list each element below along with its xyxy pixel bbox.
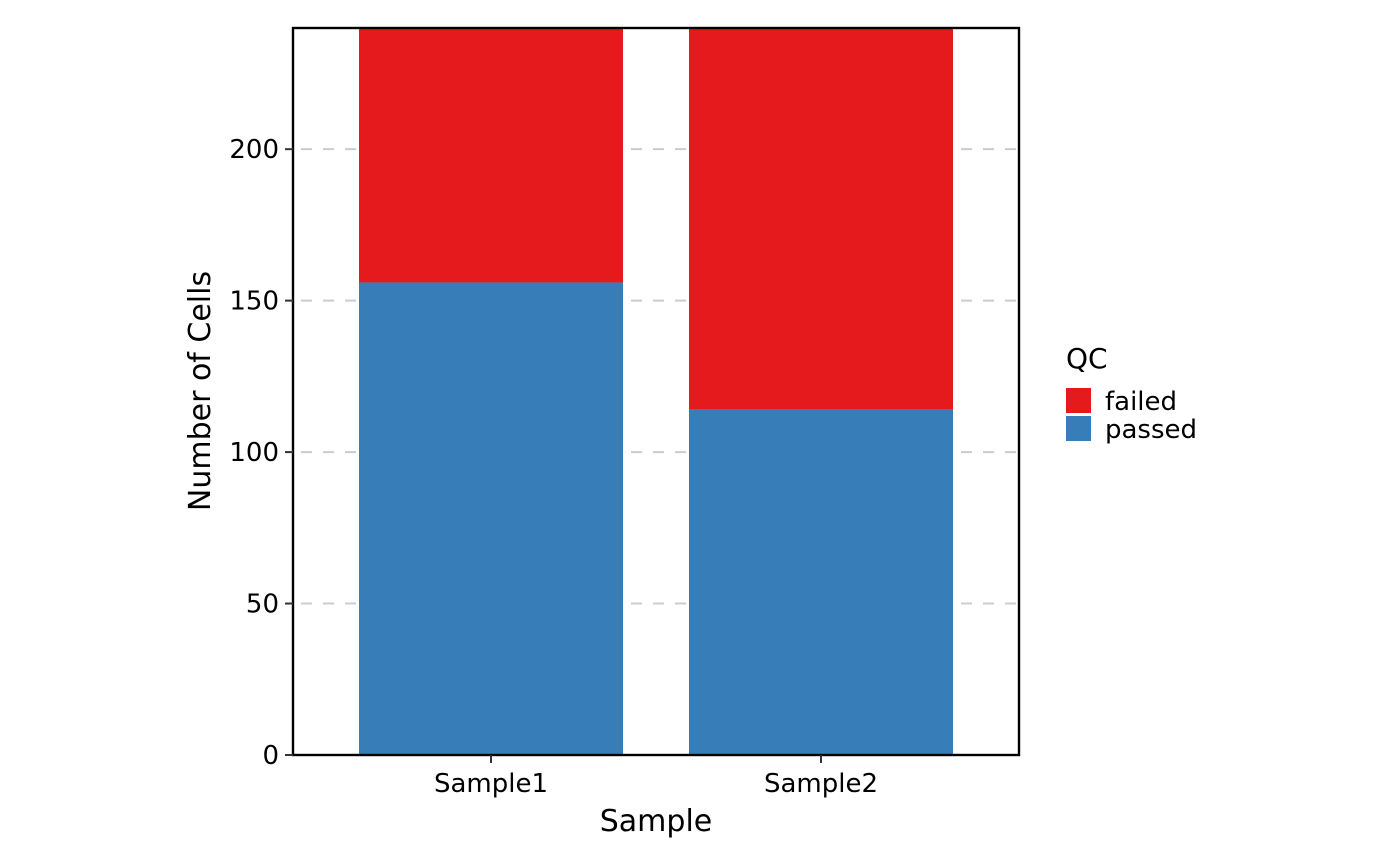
y-tick-label-100: 100 bbox=[229, 438, 279, 468]
y-tick-label-50: 50 bbox=[246, 590, 279, 620]
bars bbox=[359, 28, 953, 755]
bar-failed-sample1 bbox=[359, 28, 623, 283]
y-axis-title: Number of Cells bbox=[183, 271, 218, 511]
legend-label-failed: failed bbox=[1105, 387, 1177, 417]
bar-passed-sample1 bbox=[359, 282, 623, 755]
legend-title: QC bbox=[1066, 342, 1108, 375]
plot-panel-border bbox=[291, 26, 1021, 757]
bar-failed-sample2 bbox=[689, 28, 953, 410]
x-axis: Sample1 Sample2 bbox=[434, 755, 878, 799]
bar-passed-sample2 bbox=[689, 409, 953, 755]
x-axis-title: Sample bbox=[600, 804, 713, 839]
legend-label-passed: passed bbox=[1105, 415, 1197, 445]
y-tick-label-200: 200 bbox=[229, 135, 279, 165]
y-tick-label-150: 150 bbox=[229, 287, 279, 317]
y-axis: 0 50 100 150 200 bbox=[229, 135, 293, 771]
legend-key-passed bbox=[1066, 416, 1091, 441]
legend-key-failed bbox=[1066, 388, 1091, 413]
x-tick-label-sample2: Sample2 bbox=[764, 769, 878, 799]
y-tick-label-0: 0 bbox=[262, 741, 279, 771]
x-tick-label-sample1: Sample1 bbox=[434, 769, 548, 799]
